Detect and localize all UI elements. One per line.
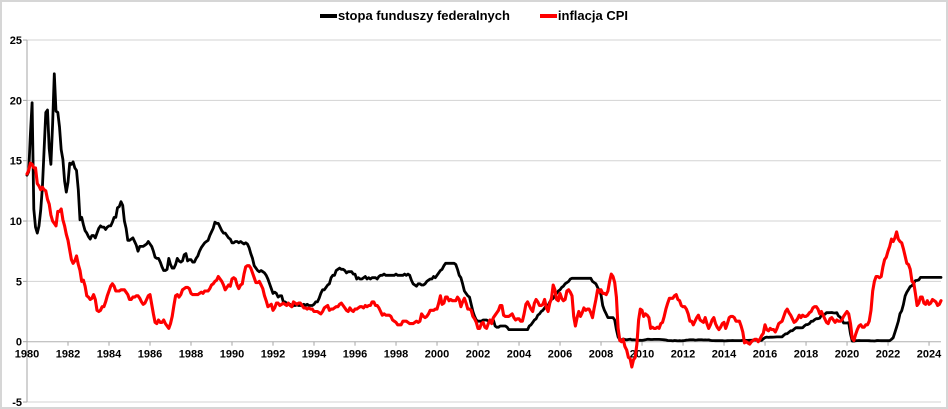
y-tick-label: 15: [10, 156, 22, 168]
cpi-legend-label: inflacja CPI: [557, 8, 628, 23]
x-tick-label: 1998: [384, 349, 408, 361]
y-tick-label: 25: [10, 35, 22, 47]
x-tick-label: 1990: [220, 349, 244, 361]
x-tick-label: 1994: [302, 349, 327, 361]
x-tick-label: 1988: [179, 349, 203, 361]
x-tick-label: 2002: [466, 349, 490, 361]
y-tick-label: 0: [16, 337, 22, 349]
legend: stopa funduszy federalnych inflacja CPI: [2, 8, 946, 23]
fed-funds-line-swatch: [320, 13, 337, 18]
fed-funds-legend-label: stopa funduszy federalnych: [338, 8, 510, 23]
y-tick-label: -5: [12, 397, 22, 409]
x-tick-label: 1992: [261, 349, 285, 361]
y-tick-label: 5: [16, 276, 22, 288]
y-tick-label: 10: [10, 216, 22, 228]
y-tick-label: 20: [10, 95, 22, 107]
x-tick-label: 2012: [671, 349, 695, 361]
legend-item-fed-funds: stopa funduszy federalnych: [320, 8, 510, 23]
x-tick-label: 2024: [917, 349, 942, 361]
x-tick-label: 2022: [876, 349, 900, 361]
x-tick-label: 2016: [753, 349, 777, 361]
x-tick-label: 1996: [343, 349, 367, 361]
x-tick-label: 2004: [507, 349, 532, 361]
x-tick-label: 1982: [56, 349, 80, 361]
x-tick-label: 2018: [794, 349, 818, 361]
x-tick-label: 2020: [835, 349, 859, 361]
legend-item-cpi: inflacja CPI: [539, 8, 628, 23]
cpi-line-swatch: [539, 13, 557, 18]
x-tick-label: 1980: [15, 349, 39, 361]
x-tick-label: 1986: [138, 349, 162, 361]
x-tick-label: 2000: [425, 349, 449, 361]
x-tick-label: 2008: [589, 349, 613, 361]
x-tick-label: 2014: [712, 349, 737, 361]
x-tick-label: 1984: [97, 349, 122, 361]
cpi-line: [25, 161, 943, 369]
x-tick-label: 2006: [548, 349, 572, 361]
fed-funds-line: [25, 72, 943, 343]
